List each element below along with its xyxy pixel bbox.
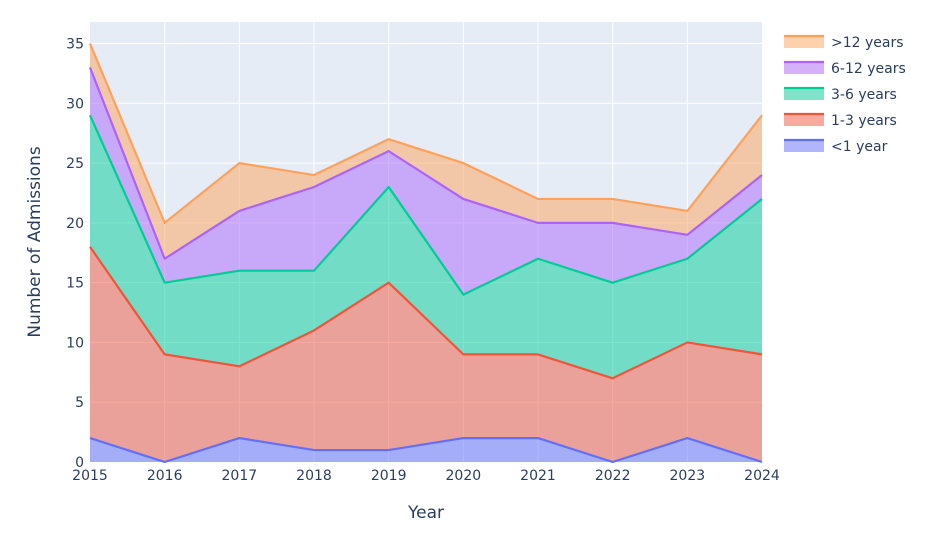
y-tick-label: 30 [66, 96, 84, 112]
legend-label: 3-6 years [831, 87, 897, 103]
area-6-12 years [90, 67, 762, 295]
legend-item[interactable]: 1-3 years [784, 112, 897, 129]
x-tick-label: 2020 [446, 468, 482, 484]
area-1-3 years [90, 246, 762, 462]
legend-item[interactable]: <1 year [784, 138, 888, 155]
legend-label: <1 year [831, 139, 888, 155]
series-lines [88, 43, 763, 464]
legend-swatch-fill [784, 36, 824, 48]
y-tick-label: 0 [75, 455, 84, 471]
y-axis-title: Number of Admissions [25, 146, 45, 338]
legend-item[interactable]: 3-6 years [784, 86, 897, 103]
x-axis-ticks: 2015 2016 2017 2018 2019 2020 2021 2022 2023 2024 [72, 468, 780, 484]
x-tick-label: 2019 [371, 468, 407, 484]
legend-swatch-fill [784, 140, 824, 152]
x-tick-label: 2017 [222, 468, 258, 484]
x-tick-label: 2016 [147, 468, 183, 484]
area->12 years [90, 43, 762, 259]
y-tick-label: 5 [75, 395, 84, 411]
y-tick-label: 20 [66, 216, 84, 232]
legend-label: 1-3 years [831, 113, 897, 129]
area-3-6 years [90, 115, 762, 379]
legend-swatch-fill [784, 88, 824, 100]
line-3-6 years [88, 114, 763, 296]
legend-label: 6-12 years [831, 61, 906, 77]
y-tick-label: 10 [66, 335, 84, 351]
x-tick-label: 2018 [296, 468, 332, 484]
line-6-12 years [88, 67, 763, 260]
line->12 years [88, 43, 763, 224]
line-<1 year [89, 436, 763, 464]
x-tick-label: 2015 [72, 468, 108, 484]
x-tick-label: 2022 [595, 468, 631, 484]
legend-item[interactable]: 6-12 years [784, 60, 906, 77]
y-axis-ticks: 0 5 10 15 20 25 30 35 [66, 37, 84, 471]
x-axis-title: Year [407, 503, 444, 523]
x-tick-label: 2023 [670, 468, 706, 484]
y-tick-label: 35 [66, 37, 84, 53]
legend-item[interactable]: >12 years [784, 34, 904, 51]
legend-swatch-fill [784, 114, 824, 126]
legend: >12 years 6-12 years 3-6 years 1-3 years <1 … [784, 34, 906, 155]
x-tick-label: 2021 [520, 468, 556, 484]
y-tick-label: 15 [66, 276, 84, 292]
y-tick-label: 25 [66, 156, 84, 172]
x-tick-label: 2024 [744, 468, 780, 484]
legend-label: >12 years [831, 35, 904, 51]
area-fills [90, 43, 762, 462]
legend-swatch-fill [784, 62, 824, 74]
line-1-3 years [89, 246, 763, 380]
